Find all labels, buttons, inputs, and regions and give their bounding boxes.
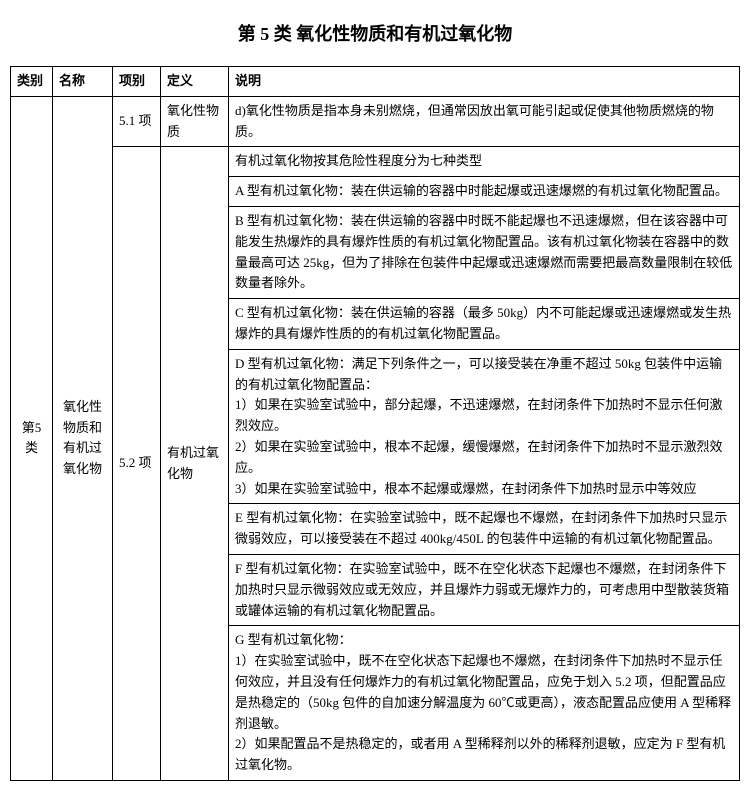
table-header-row: 类别 名称 项别 定义 说明 [11, 67, 740, 97]
cell-desc-52-B: B 型有机过氧化物：装在供运输的容器中时既不能起爆也不迅速爆燃，但在该容器中可能… [229, 206, 740, 298]
cell-desc-52-A: A 型有机过氧化物：装在供运输的容器中时能起爆或迅速爆燃的有机过氧化物配置品。 [229, 177, 740, 207]
cell-desc-51: d)氧化性物质是指本身未别燃烧，但通常因放出氧可能引起或促使其他物质燃烧的物质。 [229, 96, 740, 147]
table-row: 第5类 氧化性物质和有机过氧化物 5.1 项 氧化性物质 d)氧化性物质是指本身… [11, 96, 740, 147]
header-name: 名称 [53, 67, 113, 97]
cell-desc-52-E: E 型有机过氧化物：在实验室试验中，既不起爆也不爆燃，在封闭条件下加热时只显示微… [229, 504, 740, 555]
cell-desc-52-G: G 型有机过氧化物： 1）在实验室试验中，既不在空化状态下起爆也不爆燃，在封闭条… [229, 626, 740, 781]
cell-desc-52-D: D 型有机过氧化物：满足下列条件之一，可以接受装在净重不超过 50kg 包装件中… [229, 349, 740, 504]
header-category: 类别 [11, 67, 53, 97]
classification-table: 类别 名称 项别 定义 说明 第5类 氧化性物质和有机过氧化物 5.1 项 氧化… [10, 66, 740, 781]
page-title: 第 5 类 氧化性物质和有机过氧化物 [10, 20, 740, 46]
table-row: 5.2 项 有机过氧化物 有机过氧化物按其危险性程度分为七种类型 [11, 147, 740, 177]
header-description: 说明 [229, 67, 740, 97]
cell-def-52: 有机过氧化物 [161, 147, 229, 781]
cell-desc-52-0: 有机过氧化物按其危险性程度分为七种类型 [229, 147, 740, 177]
cell-category: 第5类 [11, 96, 53, 780]
header-item: 项别 [113, 67, 161, 97]
cell-item-52: 5.2 项 [113, 147, 161, 781]
cell-desc-52-C: C 型有机过氧化物：装在供运输的容器（最多 50kg）内不可能起爆或迅速爆燃或发… [229, 299, 740, 350]
cell-name: 氧化性物质和有机过氧化物 [53, 96, 113, 780]
cell-item-51: 5.1 项 [113, 96, 161, 147]
cell-def-51: 氧化性物质 [161, 96, 229, 147]
cell-desc-52-F: F 型有机过氧化物：在实验室试验中，既不在空化状态下起爆也不爆燃，在封闭条件下加… [229, 554, 740, 625]
header-definition: 定义 [161, 67, 229, 97]
